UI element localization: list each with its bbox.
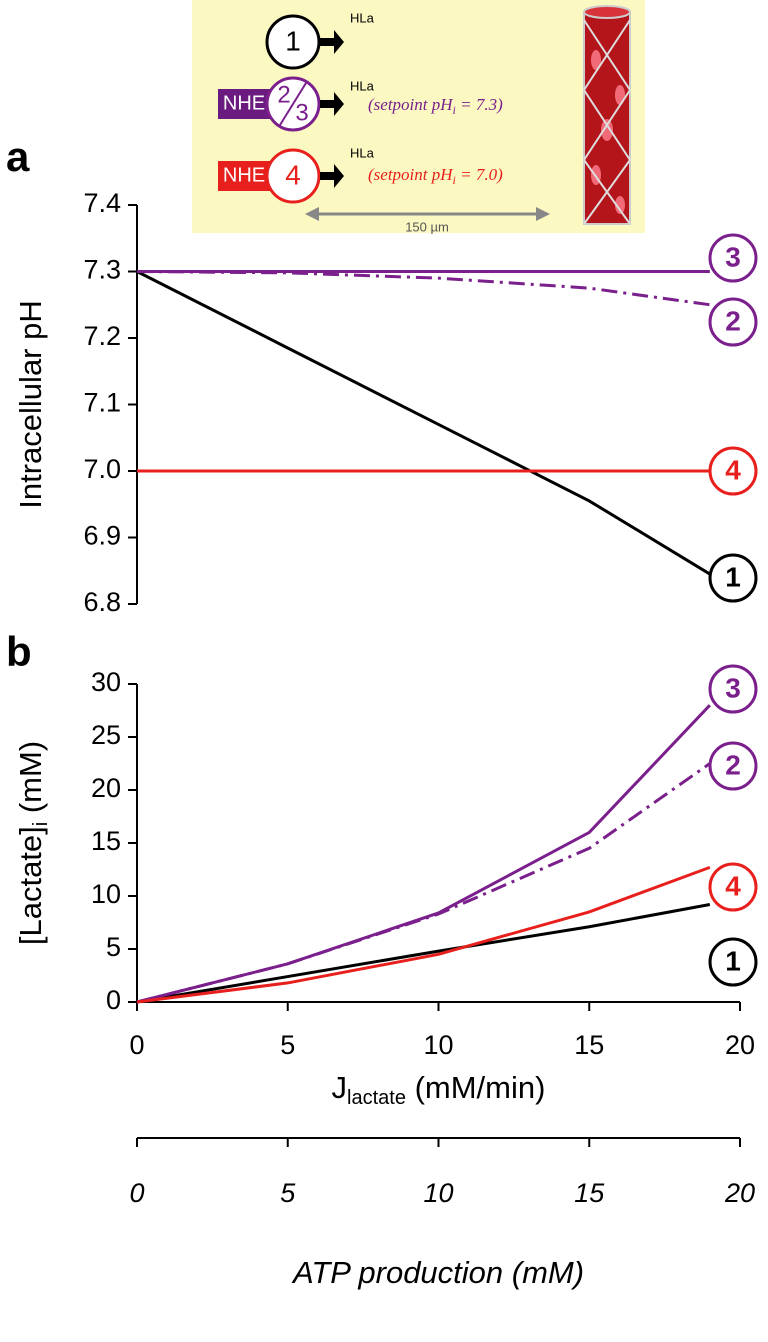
vessel bbox=[582, 5, 632, 225]
nhe-box bbox=[218, 89, 270, 119]
series-label: 3 bbox=[725, 672, 741, 703]
series-end-marker bbox=[708, 937, 758, 987]
y-tick-label: 7.0 bbox=[83, 454, 121, 484]
cell-label: 2 bbox=[277, 81, 290, 108]
series-end-marker bbox=[708, 553, 758, 603]
arrows bbox=[320, 30, 344, 188]
x2-tick-label: 15 bbox=[574, 1178, 605, 1208]
series-label: 1 bbox=[725, 945, 741, 976]
series-line bbox=[136, 865, 711, 1004]
y-tick-label: 7.4 bbox=[83, 188, 121, 218]
x-tick-label: 20 bbox=[725, 1030, 755, 1060]
series-line bbox=[136, 903, 711, 1004]
y-tick-label: 10 bbox=[91, 879, 121, 909]
series-line bbox=[136, 762, 711, 1004]
x2-tick-label: 20 bbox=[724, 1178, 755, 1208]
nhe-box bbox=[218, 161, 270, 191]
series-end-marker bbox=[708, 297, 758, 347]
series-label: 4 bbox=[725, 870, 741, 901]
y-tick-label: 0 bbox=[106, 985, 121, 1015]
setpoint-label: (setpoint pHi = 7.3) bbox=[368, 95, 503, 117]
series-line bbox=[136, 270, 711, 576]
text: J bbox=[332, 1070, 348, 1105]
cell-label: 1 bbox=[285, 25, 301, 56]
series-end-marker bbox=[708, 233, 758, 283]
series-label: 2 bbox=[725, 305, 741, 336]
text: i bbox=[30, 822, 52, 826]
scale-arrow bbox=[305, 207, 550, 221]
cell-label: 3 bbox=[295, 99, 308, 126]
x-axis-label: Jlactate (mM/min) bbox=[332, 1070, 546, 1109]
series-label: 3 bbox=[725, 241, 741, 272]
text: = 7.0) bbox=[456, 165, 503, 184]
series-label: 2 bbox=[725, 749, 741, 780]
series-end-marker bbox=[708, 741, 758, 791]
y-tick-label: 6.8 bbox=[83, 587, 121, 617]
text: (setpoint pH bbox=[368, 95, 454, 114]
inset: 1 NHE 2 3 NHE 4 HLa HLa HLa (setpoint pH… bbox=[192, 0, 645, 234]
series-label: 1 bbox=[725, 561, 741, 592]
cell bbox=[265, 148, 321, 204]
text: (mM) bbox=[13, 741, 48, 822]
text: (setpoint pH bbox=[368, 165, 454, 184]
x2-tick-label: 5 bbox=[280, 1178, 296, 1208]
setpoint-label: (setpoint pHi = 7.0) bbox=[368, 165, 503, 187]
text: i bbox=[453, 173, 456, 187]
x2-tick-label: 10 bbox=[423, 1178, 453, 1208]
x-tick-label: 5 bbox=[280, 1030, 295, 1060]
cell bbox=[265, 14, 321, 70]
nhe-label: NHE bbox=[223, 164, 265, 186]
series-label: 4 bbox=[725, 454, 741, 485]
y-tick-label: 7.3 bbox=[83, 255, 121, 285]
cell-label: 4 bbox=[285, 159, 301, 190]
y-tick-label: 7.2 bbox=[83, 321, 121, 351]
text: lactate bbox=[347, 1087, 406, 1109]
y-tick-label: 20 bbox=[91, 773, 121, 803]
x-tick-label: 0 bbox=[129, 1030, 144, 1060]
text: i bbox=[453, 103, 456, 117]
series-end-marker bbox=[708, 446, 758, 496]
y-tick-label: 7.1 bbox=[83, 388, 121, 418]
hla-label: HLa bbox=[350, 78, 375, 93]
x-tick-label: 10 bbox=[423, 1030, 453, 1060]
y-tick-label: 30 bbox=[91, 667, 121, 697]
y-axis-label: [Lactate]i (mM) bbox=[13, 741, 52, 945]
y-tick-label: 6.9 bbox=[83, 521, 121, 551]
hla-label: HLa bbox=[350, 10, 375, 25]
scale-label: 150 µm bbox=[405, 219, 449, 234]
panel-label: a bbox=[6, 133, 30, 180]
text: (mM/min) bbox=[406, 1070, 545, 1105]
text: = 7.3) bbox=[456, 95, 503, 114]
x2-axis-label: ATP production (mM) bbox=[291, 1255, 584, 1290]
divider bbox=[279, 82, 307, 126]
series-end-marker bbox=[708, 862, 758, 912]
text: [Lactate] bbox=[13, 826, 48, 945]
hla-label: HLa bbox=[350, 145, 375, 160]
x2-tick-label: 0 bbox=[129, 1178, 144, 1208]
y-axis-label: Intracellular pH bbox=[13, 300, 48, 508]
series-end-marker bbox=[708, 664, 758, 714]
nhe-label: NHE bbox=[223, 92, 265, 114]
x-tick-label: 15 bbox=[574, 1030, 604, 1060]
series-line bbox=[136, 270, 711, 307]
y-tick-label: 25 bbox=[91, 720, 121, 750]
y-tick-label: 5 bbox=[106, 932, 121, 962]
y-tick-label: 15 bbox=[91, 826, 121, 856]
series-line bbox=[136, 704, 711, 1004]
panel-label: b bbox=[6, 628, 32, 675]
